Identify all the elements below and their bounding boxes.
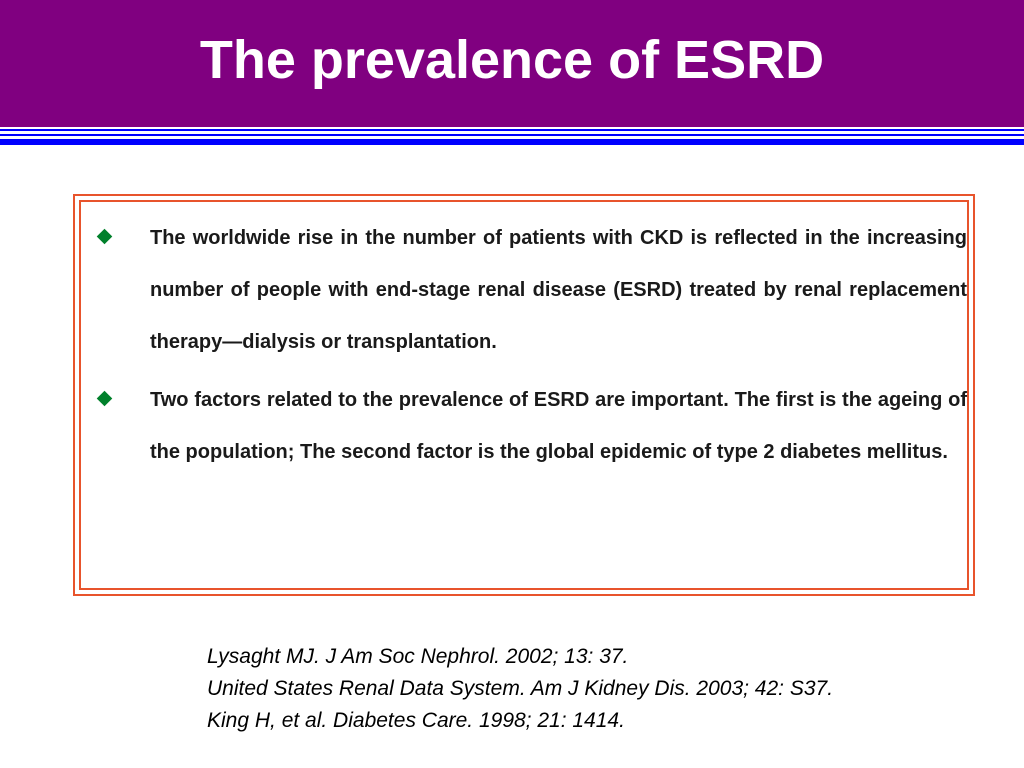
title-rule-thin-middle — [0, 134, 1024, 136]
reference-king: King H, et al. Diabetes Care. 1998; 21: … — [207, 709, 625, 732]
diamond-bullet-icon — [96, 228, 113, 245]
title-bar — [0, 0, 1024, 127]
content-box: The worldwide rise in the number of pati… — [73, 194, 975, 596]
slide-title: The prevalence of ESRD — [199, 30, 825, 90]
reference-lysaght: Lysaght MJ. J Am Soc Nephrol. 2002; 13: … — [207, 645, 629, 668]
bullet-list: The worldwide rise in the number of pati… — [89, 212, 967, 484]
bullet-item-two-factors: Two factors related to the prevalence of… — [89, 374, 967, 478]
bullet-text: The worldwide rise in the number of pati… — [150, 227, 967, 353]
bullet-text: Two factors related to the prevalence of… — [150, 389, 967, 463]
reference-usrds: United States Renal Data System. Am J Ki… — [207, 677, 834, 700]
title-rule-thin-top — [0, 129, 1024, 131]
references: Lysaght MJ. J Am Soc Nephrol. 2002; 13: … — [207, 641, 833, 737]
content-box-inner-border — [79, 200, 969, 590]
title-rule-thick — [0, 139, 1024, 145]
bullet-item-ckd-rise: The worldwide rise in the number of pati… — [89, 212, 967, 368]
diamond-bullet-icon — [96, 390, 113, 407]
